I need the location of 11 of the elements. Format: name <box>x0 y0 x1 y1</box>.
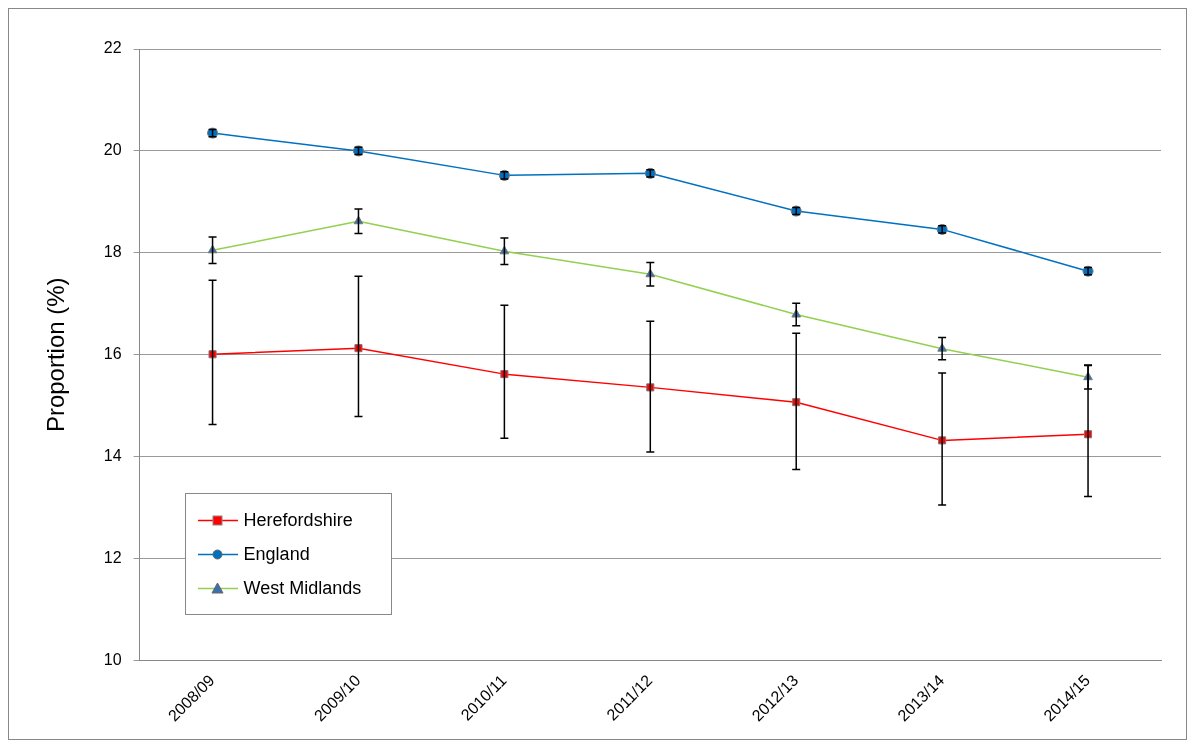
y-tick-label: 22 <box>103 39 122 57</box>
y-tick-label: 10 <box>103 650 122 668</box>
legend-label: England <box>243 544 310 566</box>
y-tick-label: 14 <box>103 447 122 465</box>
y-tick-label: 18 <box>103 243 122 261</box>
legend-label: West Midlands <box>243 578 362 600</box>
y-tick-label: 20 <box>103 141 122 159</box>
legend-label: Herefordshire <box>243 510 353 532</box>
y-axis-title: Proportion (%) <box>42 277 70 433</box>
y-tick-label: 16 <box>103 345 122 363</box>
y-tick-label: 12 <box>103 549 122 567</box>
